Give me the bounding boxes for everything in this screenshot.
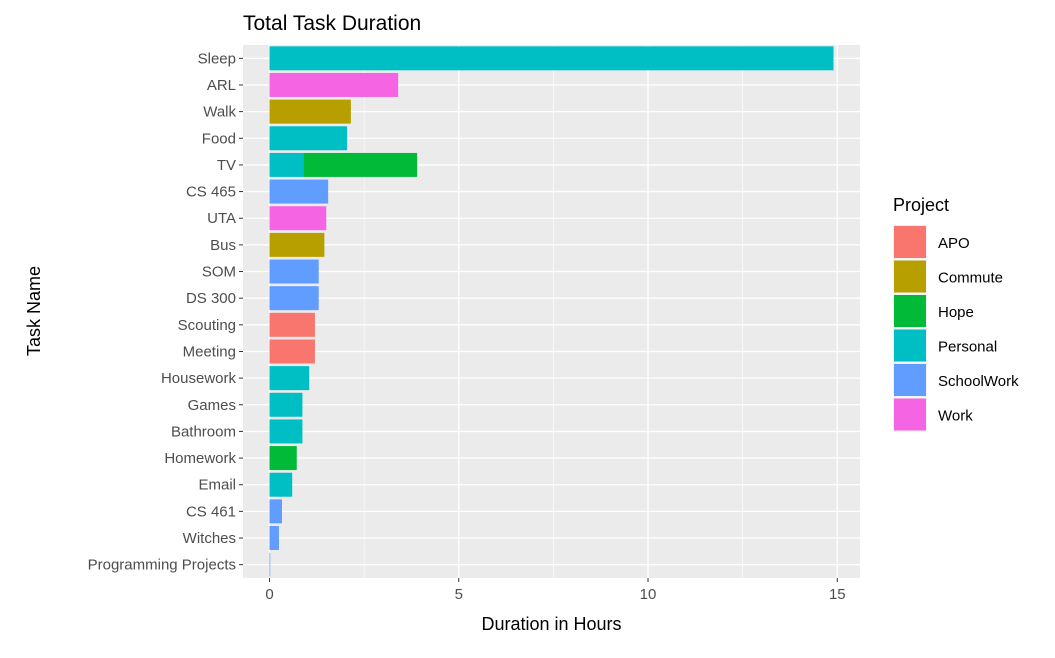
bar-tv-personal bbox=[269, 152, 304, 177]
y-tick-label: DS 300 bbox=[186, 290, 236, 307]
y-tick-label: Scouting bbox=[178, 317, 236, 334]
bar-games-personal bbox=[269, 392, 303, 417]
bar-walk-commute bbox=[269, 99, 351, 124]
chart-title: Total Task Duration bbox=[243, 12, 421, 35]
y-tick-label: TV bbox=[217, 157, 236, 174]
bar-cs-461-schoolwork bbox=[269, 499, 282, 524]
bar-housework-personal bbox=[269, 366, 310, 391]
y-tick-label: Sleep bbox=[198, 50, 236, 67]
legend-label: Personal bbox=[938, 339, 997, 356]
x-tick-label: 0 bbox=[265, 586, 273, 603]
bar-arl-work bbox=[269, 72, 399, 97]
y-tick-label: SOM bbox=[202, 264, 236, 281]
legend-swatch bbox=[894, 295, 926, 327]
bar-meeting-apo bbox=[269, 339, 315, 364]
y-tick-label: Meeting bbox=[183, 343, 236, 360]
legend-swatch bbox=[894, 364, 926, 396]
y-tick-label: Bus bbox=[210, 237, 236, 254]
y-tick-label: CS 461 bbox=[186, 503, 236, 520]
bar-ds-300-schoolwork bbox=[269, 286, 319, 311]
bar-sleep-personal bbox=[269, 46, 834, 71]
legend-label: SchoolWork bbox=[938, 373, 1019, 390]
y-axis-title: Task Name bbox=[24, 266, 44, 356]
bar-bus-commute bbox=[269, 232, 325, 257]
legend-label: Commute bbox=[938, 270, 1003, 287]
bar-cs-465-schoolwork bbox=[269, 179, 329, 204]
y-tick-label: ARL bbox=[207, 77, 236, 94]
x-tick-label: 15 bbox=[829, 586, 846, 603]
legend-swatch bbox=[894, 329, 926, 362]
y-tick-label: Programming Projects bbox=[88, 557, 236, 574]
y-tick-label: Games bbox=[188, 397, 236, 414]
y-tick-label: Housework bbox=[161, 370, 237, 387]
y-tick-label: Witches bbox=[183, 530, 236, 547]
legend-label: APO bbox=[938, 235, 970, 252]
y-axis: Sleep ARL Walk Food TV CS 465 UTA Bus SOM DS 300 S… bbox=[88, 50, 243, 574]
legend-label: Work bbox=[938, 408, 973, 425]
bar-scouting-apo bbox=[269, 312, 315, 337]
bar-bathroom-personal bbox=[269, 419, 303, 444]
bars bbox=[269, 46, 834, 577]
y-tick-label: Food bbox=[202, 130, 236, 147]
bar-som-schoolwork bbox=[269, 259, 319, 284]
legend: Project APO Commute Hope Personal SchoolWork… bbox=[893, 195, 1019, 432]
x-tick-label: 5 bbox=[455, 586, 463, 603]
legend-swatch bbox=[894, 260, 926, 293]
x-tick-label: 10 bbox=[640, 586, 657, 603]
legend-label: Hope bbox=[938, 304, 974, 321]
bar-food-personal bbox=[269, 126, 348, 151]
bar-tv-hope bbox=[303, 152, 418, 177]
bar-witches-schoolwork bbox=[269, 526, 279, 551]
bar-uta-work bbox=[269, 206, 327, 231]
legend-swatch bbox=[894, 398, 926, 431]
y-tick-label: UTA bbox=[207, 210, 236, 227]
bar-programming-projects-schoolwork bbox=[269, 552, 271, 577]
y-tick-label: Homework bbox=[164, 450, 236, 467]
x-axis-title: Duration in Hours bbox=[481, 614, 621, 634]
y-tick-label: CS 465 bbox=[186, 184, 236, 201]
y-tick-label: Email bbox=[198, 477, 236, 494]
legend-swatch bbox=[894, 226, 926, 258]
legend-title: Project bbox=[893, 195, 949, 215]
x-axis: 0 5 10 15 bbox=[265, 578, 846, 603]
legend-items: APO Commute Hope Personal SchoolWork Work bbox=[893, 225, 1019, 432]
bar-homework-hope bbox=[269, 446, 297, 471]
y-tick-label: Walk bbox=[203, 104, 236, 121]
plot-panel bbox=[243, 45, 860, 578]
bar-email-personal bbox=[269, 472, 293, 497]
y-tick-label: Bathroom bbox=[171, 423, 236, 440]
